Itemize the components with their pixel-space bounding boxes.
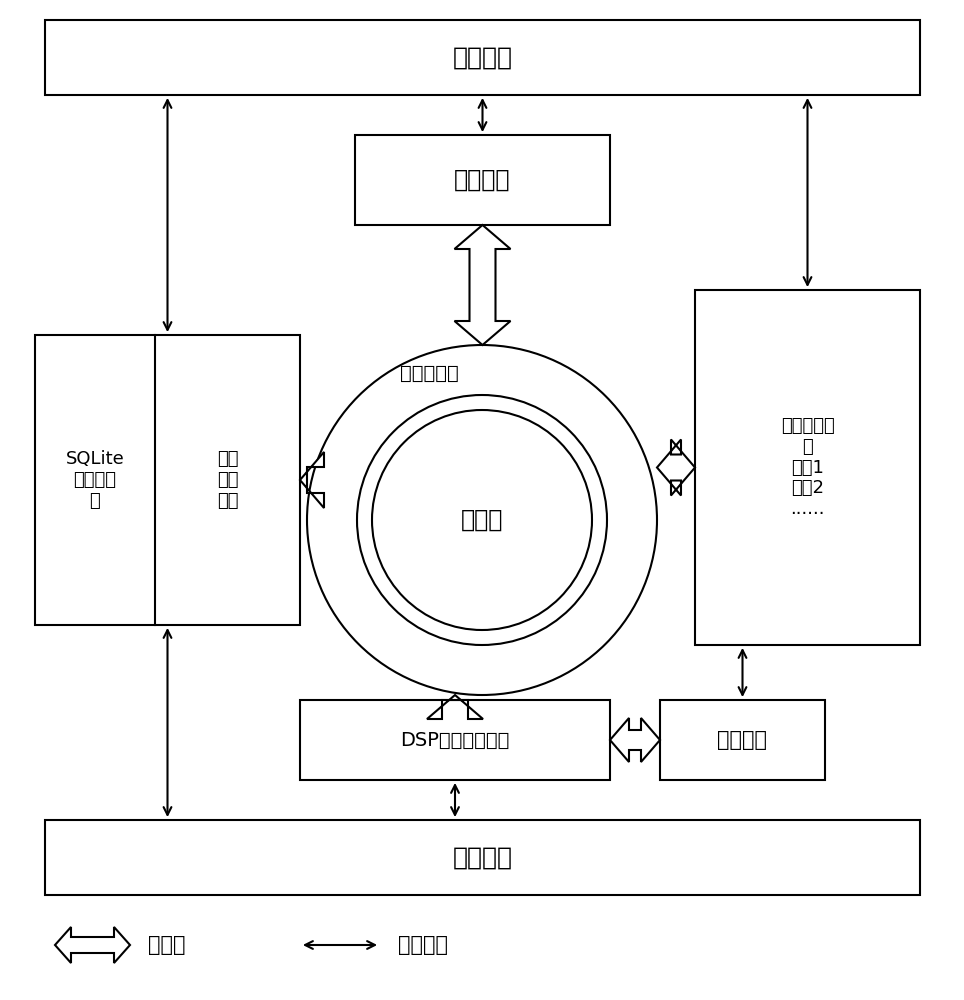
Bar (300, 700, 610, 780)
Text: 数据库: 数据库 (461, 508, 503, 532)
Circle shape (372, 410, 592, 630)
Text: DSP数据处理进程: DSP数据处理进程 (400, 730, 510, 750)
Polygon shape (427, 695, 483, 719)
Bar (45, 820, 920, 895)
Polygon shape (610, 718, 660, 762)
Circle shape (307, 345, 657, 695)
Text: 物理通道: 物理通道 (717, 730, 767, 750)
Bar (45, 20, 920, 95)
Polygon shape (454, 225, 511, 345)
Text: 同步机制: 同步机制 (452, 45, 513, 70)
Bar (35, 335, 300, 625)
Polygon shape (55, 927, 130, 963)
Text: 同步机制: 同步机制 (452, 846, 513, 869)
Bar (660, 700, 825, 780)
Text: SQLite
历史数据
库: SQLite 历史数据 库 (66, 450, 124, 510)
Text: 同步信号: 同步信号 (398, 935, 448, 955)
Polygon shape (300, 452, 324, 508)
Text: 数据流: 数据流 (148, 935, 185, 955)
Text: 界面进程: 界面进程 (454, 168, 511, 192)
Text: 数据接口层: 数据接口层 (400, 363, 459, 382)
Text: 数据
维护
进程: 数据 维护 进程 (217, 450, 238, 510)
Bar (355, 135, 610, 225)
Polygon shape (657, 440, 695, 495)
Circle shape (357, 395, 607, 645)
Bar (695, 290, 920, 645)
Text: 协议库进程
组
协议1
协议2
......: 协议库进程 组 协议1 协议2 ...... (781, 417, 835, 518)
